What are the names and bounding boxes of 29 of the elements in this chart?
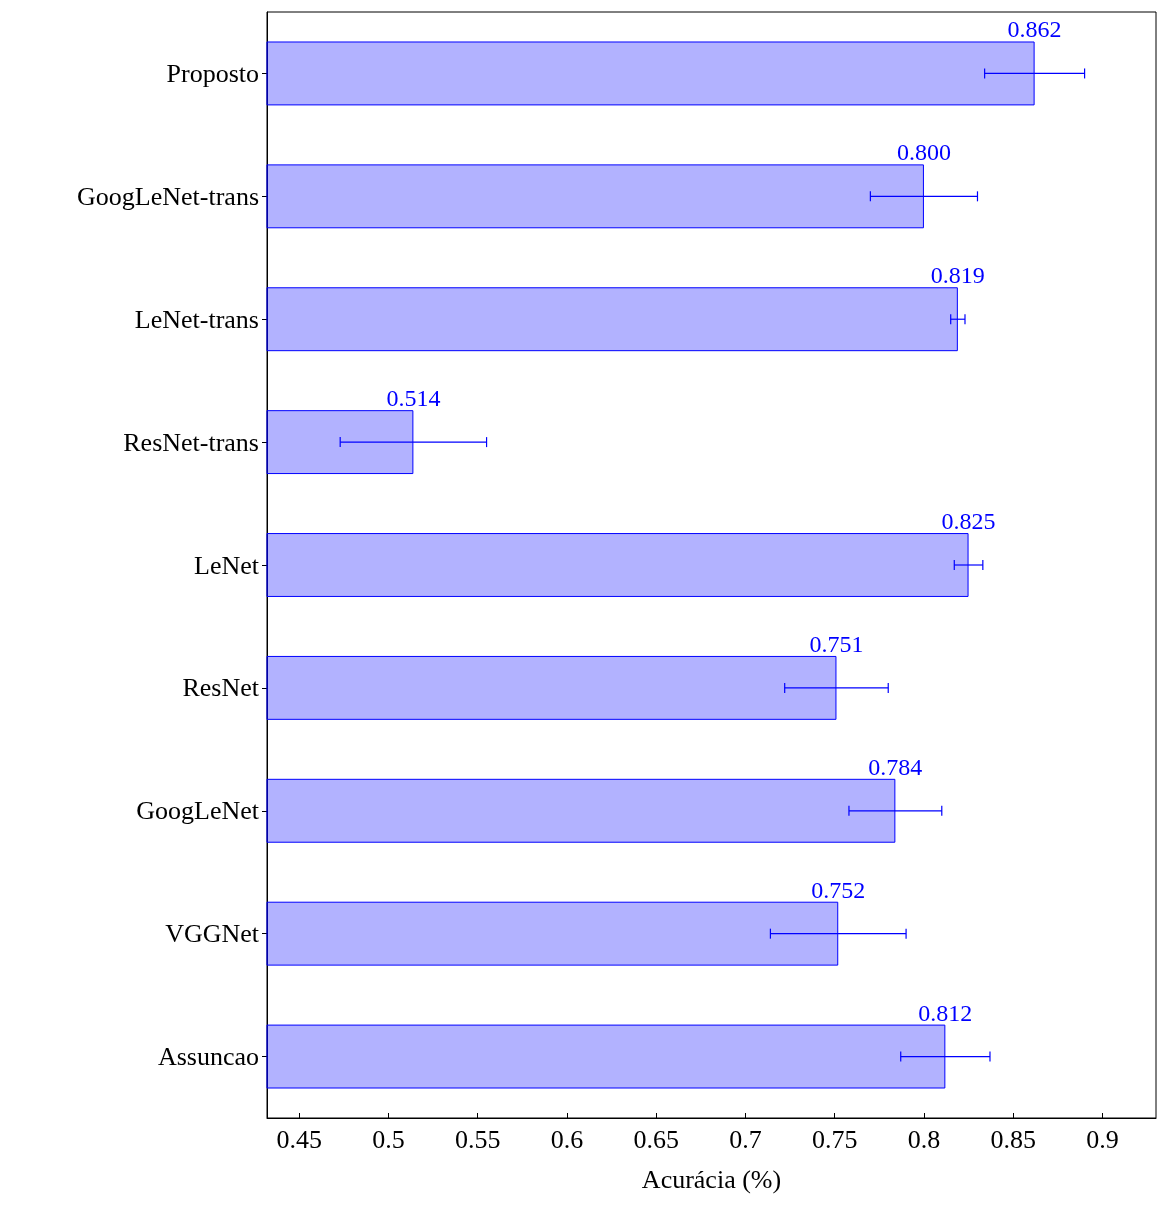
data-label: 0.812 — [918, 999, 973, 1026]
data-label: 0.862 — [1007, 16, 1062, 43]
x-tick-label: 0.75 — [811, 1124, 858, 1154]
y-tick-label: GoogLeNet-trans — [77, 181, 259, 211]
x-tick-label: 0.85 — [990, 1124, 1036, 1154]
x-tick-label: 0.45 — [276, 1124, 322, 1154]
x-tick-label: 0.5 — [372, 1124, 405, 1154]
y-tick-label: Assuncao — [157, 1042, 259, 1072]
y-tick-label: ResNet — [182, 673, 260, 703]
x-tick-label: 0.8 — [907, 1124, 941, 1154]
data-label: 0.751 — [809, 630, 864, 657]
y-tick-label: LeNet-trans — [134, 304, 259, 334]
x-tick-label: 0.65 — [633, 1124, 679, 1154]
data-label: 0.752 — [811, 876, 866, 903]
data-label: 0.800 — [896, 139, 951, 166]
y-tick-label: LeNet — [194, 550, 260, 580]
x-tick-label: 0.9 — [1086, 1124, 1119, 1154]
data-label: 0.514 — [386, 385, 441, 412]
x-tick-label: 0.7 — [729, 1124, 762, 1154]
y-tick-label: Proposto — [166, 58, 259, 88]
data-label: 0.819 — [930, 262, 985, 289]
y-tick-label: VGGNet — [165, 919, 260, 949]
data-label: 0.784 — [868, 753, 923, 780]
x-tick-label: 0.6 — [550, 1124, 584, 1154]
y-tick-label: ResNet-trans — [123, 427, 259, 457]
x-tick-label: 0.55 — [454, 1124, 501, 1154]
x-axis-title: Acurácia (%) — [641, 1164, 782, 1194]
y-tick-label: GoogLeNet — [136, 796, 260, 826]
data-label: 0.825 — [941, 508, 996, 535]
